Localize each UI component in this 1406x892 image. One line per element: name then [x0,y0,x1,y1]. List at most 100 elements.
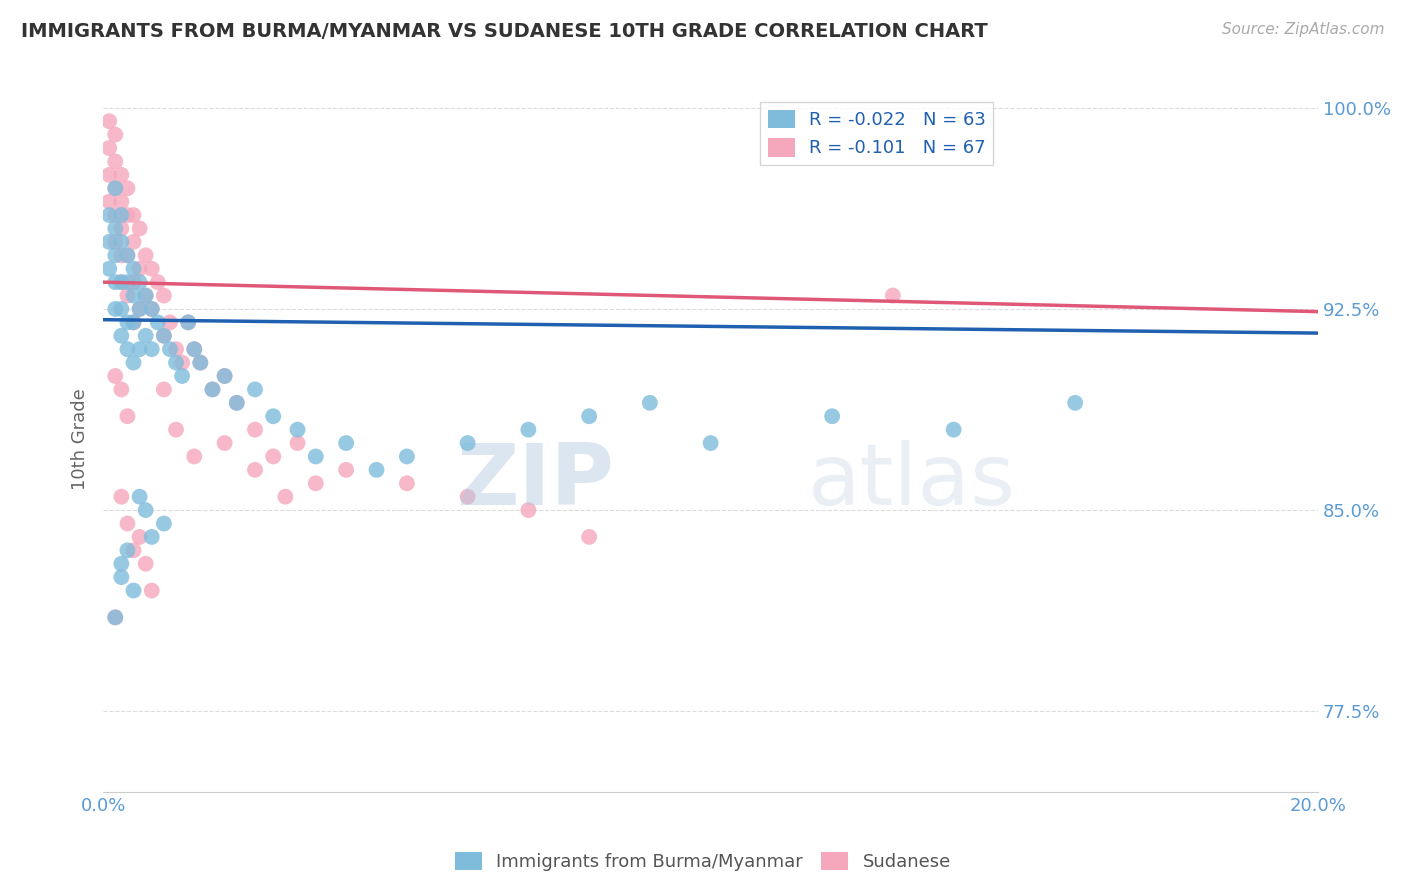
Point [177,315,200,329]
Y-axis label: 10th Grade: 10th Grade [72,388,89,490]
Point [117,275,139,289]
Point [135,288,157,302]
Point [457,436,479,450]
Point [110,248,132,262]
Point [225,396,247,410]
Point [699,436,721,450]
Point [117,288,139,302]
Point [141,301,163,316]
Text: atlas: atlas [808,440,1015,523]
Point [141,342,163,356]
Point [146,275,169,289]
Point [128,530,150,544]
Point [882,288,904,302]
Point [1064,396,1087,410]
Point [165,423,187,437]
Point [117,248,139,262]
Point [117,543,139,558]
Point [104,208,127,222]
Point [153,383,176,397]
Point [395,450,418,464]
Point [214,369,236,384]
Point [188,355,211,369]
Point [117,208,139,222]
Point [98,194,121,209]
Legend: Immigrants from Burma/Myanmar, Sudanese: Immigrants from Burma/Myanmar, Sudanese [447,845,959,879]
Point [104,221,127,235]
Point [201,383,224,397]
Point [117,516,139,531]
Point [128,275,150,289]
Point [135,328,157,343]
Point [104,154,127,169]
Point [177,315,200,329]
Point [122,315,145,329]
Point [128,301,150,316]
Point [457,490,479,504]
Point [128,261,150,276]
Point [287,423,309,437]
Point [243,423,266,437]
Point [153,328,176,343]
Point [141,583,163,598]
Point [122,208,145,222]
Point [335,436,357,450]
Point [517,503,540,517]
Point [159,342,181,356]
Point [287,436,309,450]
Point [110,221,132,235]
Point [104,235,127,249]
Point [122,288,145,302]
Point [153,328,176,343]
Point [122,261,145,276]
Point [110,235,132,249]
Point [821,409,844,424]
Point [117,248,139,262]
Point [104,128,127,142]
Text: IMMIGRANTS FROM BURMA/MYANMAR VS SUDANESE 10TH GRADE CORRELATION CHART: IMMIGRANTS FROM BURMA/MYANMAR VS SUDANES… [21,22,988,41]
Point [98,261,121,276]
Point [578,530,600,544]
Point [122,355,145,369]
Point [98,141,121,155]
Point [141,301,163,316]
Point [305,476,328,491]
Point [183,450,205,464]
Point [104,610,127,624]
Point [335,463,357,477]
Point [172,369,194,384]
Point [201,383,224,397]
Point [122,583,145,598]
Point [159,315,181,329]
Point [104,181,127,195]
Point [183,342,205,356]
Point [243,383,266,397]
Legend: R = -0.022   N = 63, R = -0.101   N = 67: R = -0.022 N = 63, R = -0.101 N = 67 [761,103,993,165]
Point [153,516,176,531]
Point [110,194,132,209]
Point [153,288,176,302]
Point [146,315,169,329]
Point [638,396,661,410]
Point [110,490,132,504]
Point [117,409,139,424]
Point [135,503,157,517]
Point [366,463,388,477]
Point [305,450,328,464]
Point [128,342,150,356]
Point [135,557,157,571]
Point [225,396,247,410]
Point [117,181,139,195]
Point [110,557,132,571]
Point [110,570,132,584]
Point [172,355,194,369]
Point [117,315,139,329]
Point [110,383,132,397]
Point [214,369,236,384]
Point [104,369,127,384]
Point [98,168,121,182]
Point [110,208,132,222]
Point [122,235,145,249]
Point [110,301,132,316]
Point [104,275,127,289]
